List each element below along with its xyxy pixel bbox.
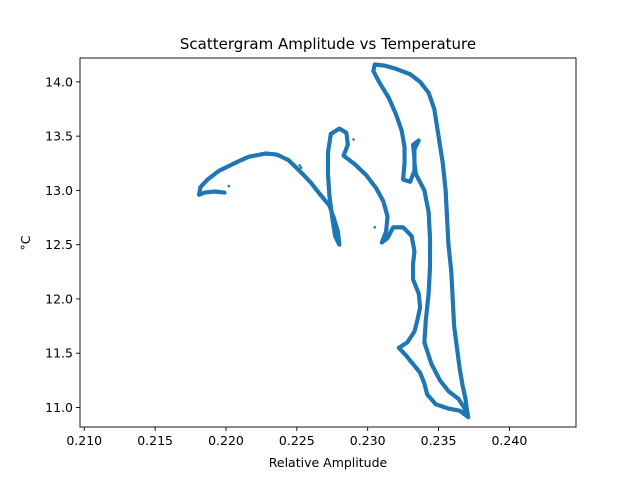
y-tick-label: 12.0 [45, 291, 73, 306]
y-tick-label: 12.5 [45, 237, 73, 252]
y-axis-ticks: 11.0 11.5 12.0 12.5 13.0 13.5 14.0 [45, 74, 80, 415]
x-tick-label: 0.240 [491, 433, 527, 448]
y-tick-label: 13.0 [45, 183, 73, 198]
x-axis-title: Relative Amplitude [269, 455, 388, 470]
x-tick-label: 0.235 [421, 433, 457, 448]
y-tick-label: 13.5 [45, 129, 73, 144]
outlier-point [373, 226, 377, 229]
chart-title: Scattergram Amplitude vs Temperature [180, 35, 476, 53]
data-points [196, 62, 471, 420]
outlier-point [227, 184, 231, 188]
y-tick-label: 14.0 [45, 74, 73, 89]
x-tick-label: 0.215 [137, 433, 173, 448]
outlier-point [298, 164, 301, 167]
x-tick-label: 0.210 [66, 433, 102, 448]
x-tick-label: 0.230 [350, 433, 386, 448]
y-tick-label: 11.0 [45, 400, 73, 415]
x-tick-label: 0.225 [279, 433, 315, 448]
x-axis-ticks: 0.210 0.215 0.220 0.225 0.230 0.235 0.240 [66, 427, 527, 448]
data-point [464, 412, 469, 418]
outlier-point [352, 138, 355, 141]
outlier-point [299, 166, 303, 169]
plot-frame [79, 57, 577, 428]
y-tick-label: 11.5 [45, 346, 73, 361]
x-tick-label: 0.220 [208, 433, 244, 448]
y-axis-title: °C [18, 235, 33, 250]
